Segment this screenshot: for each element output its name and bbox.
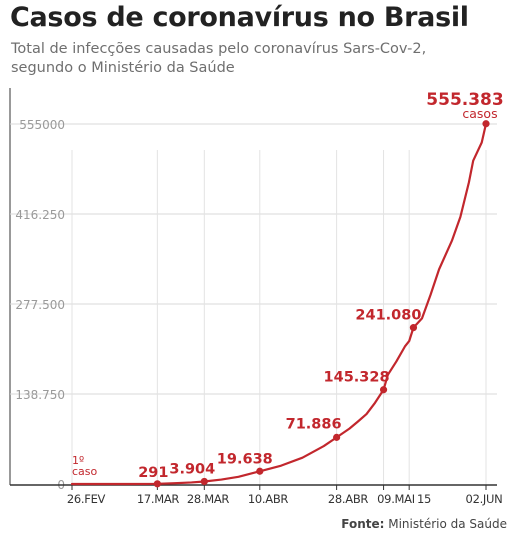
y-tick-label: 277.500 <box>15 298 65 312</box>
y-tick-label: 416.250 <box>15 208 65 222</box>
x-tick-label: 26.FEV <box>67 492 106 506</box>
subtitle-line-2: segundo o Ministério da Saúde <box>11 60 235 76</box>
data-label: caso <box>72 465 98 478</box>
y-tick-label: 138.750 <box>15 388 65 402</box>
x-tick-label: 10.ABR <box>248 492 289 506</box>
x-tick-label: 28.ABR <box>328 492 369 506</box>
data-label: casos <box>462 106 497 121</box>
data-point-marker <box>333 433 341 441</box>
chart-title: Casos de coronavírus no Brasil <box>10 2 469 33</box>
chart-subtitle: Total de infecções causadas pelo coronav… <box>11 40 511 78</box>
series-line <box>70 122 488 486</box>
x-tick-label: 09.MAI <box>377 492 415 506</box>
data-label: 1º <box>72 454 84 467</box>
data-point-marker <box>256 467 264 475</box>
data-point-marker <box>153 480 161 488</box>
data-label: 291 <box>138 465 168 481</box>
data-point-marker <box>379 386 388 394</box>
source-label: Fonte: <box>341 517 385 531</box>
data-label: 19.638 <box>217 451 273 467</box>
x-tick-label: 02.JUN <box>466 492 503 506</box>
data-label: 3.904 <box>169 461 215 477</box>
y-tick-label: 555000 <box>19 118 65 132</box>
source-note: Fonte: Ministério da Saúde <box>341 517 507 531</box>
source-name: Ministério da Saúde <box>388 517 507 531</box>
data-label: 555.383 <box>426 90 503 110</box>
data-label: 241.080 <box>355 308 421 324</box>
data-point-marker <box>409 324 418 332</box>
data-label: 145.328 <box>324 370 390 386</box>
data-label: 71.886 <box>286 416 342 432</box>
x-tick-label: 28.MAR <box>187 492 230 506</box>
x-tick-label: 15 <box>417 492 431 506</box>
data-point-marker <box>200 477 208 486</box>
subtitle-line-1: Total de infecções causadas pelo coronav… <box>11 41 427 57</box>
x-tick-label: 17.MAR <box>137 492 180 506</box>
data-point-marker <box>482 120 490 128</box>
